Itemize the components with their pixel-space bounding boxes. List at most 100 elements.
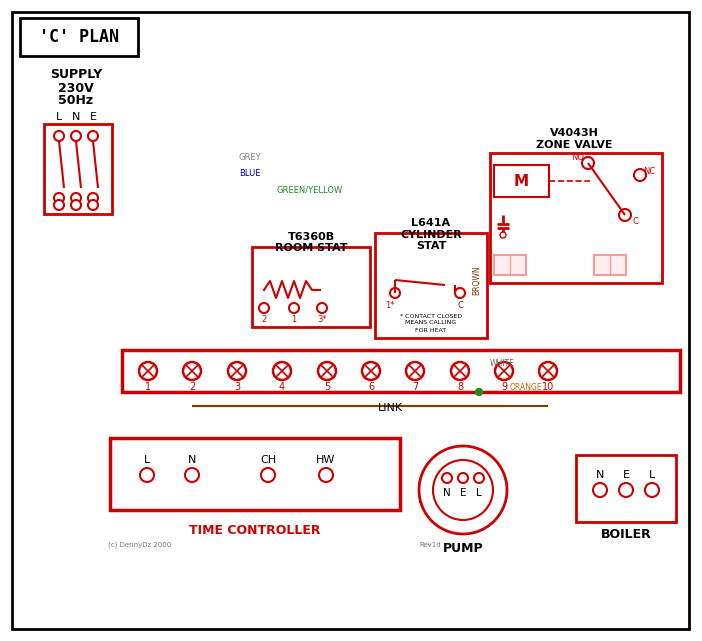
Circle shape <box>261 468 275 482</box>
Circle shape <box>140 468 154 482</box>
Circle shape <box>362 362 380 380</box>
Circle shape <box>406 362 424 380</box>
Circle shape <box>619 209 631 221</box>
Text: N: N <box>188 455 196 465</box>
Circle shape <box>593 483 607 497</box>
Circle shape <box>451 362 469 380</box>
Circle shape <box>54 193 64 203</box>
Bar <box>594 255 626 275</box>
Bar <box>375 233 487 338</box>
Text: GREY: GREY <box>239 153 261 163</box>
Text: NC: NC <box>643 167 655 176</box>
Bar <box>420 482 436 502</box>
Text: 1*: 1* <box>385 301 395 310</box>
Text: E: E <box>623 470 630 480</box>
Circle shape <box>582 157 594 169</box>
Bar <box>20 18 138 56</box>
Text: CYLINDER: CYLINDER <box>400 230 462 240</box>
Text: 2: 2 <box>261 315 267 324</box>
Circle shape <box>273 362 291 380</box>
Circle shape <box>475 388 482 395</box>
Text: 1: 1 <box>145 382 151 392</box>
Text: L: L <box>649 470 655 480</box>
Text: CH: CH <box>260 455 276 465</box>
Circle shape <box>289 303 299 313</box>
Text: C: C <box>632 217 638 226</box>
Circle shape <box>458 473 468 483</box>
Circle shape <box>419 446 507 534</box>
Circle shape <box>500 232 506 238</box>
Text: BLUE: BLUE <box>239 169 260 178</box>
Text: ORANGE: ORANGE <box>510 383 543 392</box>
Circle shape <box>495 362 513 380</box>
Text: FOR HEAT: FOR HEAT <box>416 328 446 333</box>
Text: 7: 7 <box>412 382 418 392</box>
Text: 2: 2 <box>189 382 195 392</box>
Text: HW: HW <box>317 455 336 465</box>
Text: LINK: LINK <box>378 403 402 413</box>
Circle shape <box>71 200 81 210</box>
Circle shape <box>390 288 400 298</box>
Text: 9: 9 <box>501 382 507 392</box>
Circle shape <box>54 131 64 141</box>
Bar <box>576 455 676 522</box>
Text: STAT: STAT <box>416 241 446 251</box>
Text: V4043H: V4043H <box>550 128 598 138</box>
Text: N: N <box>72 112 80 122</box>
Text: * CONTACT CLOSED: * CONTACT CLOSED <box>400 313 462 319</box>
Text: T6360B: T6360B <box>287 232 335 242</box>
Circle shape <box>539 362 557 380</box>
Text: 1: 1 <box>291 315 297 324</box>
Text: PUMP: PUMP <box>443 542 483 554</box>
Text: Rev1d: Rev1d <box>419 542 441 548</box>
Circle shape <box>185 468 199 482</box>
Text: L: L <box>144 455 150 465</box>
Text: N: N <box>596 470 604 480</box>
Circle shape <box>319 468 333 482</box>
Text: M: M <box>513 174 529 188</box>
Text: 'C' PLAN: 'C' PLAN <box>39 28 119 46</box>
Circle shape <box>442 473 452 483</box>
Circle shape <box>88 131 98 141</box>
Text: 8: 8 <box>457 382 463 392</box>
Text: 10: 10 <box>542 382 554 392</box>
Text: 5: 5 <box>324 382 330 392</box>
Text: 6: 6 <box>368 382 374 392</box>
Bar <box>490 153 662 283</box>
Bar <box>494 255 526 275</box>
Circle shape <box>474 473 484 483</box>
Circle shape <box>228 362 246 380</box>
Text: BOILER: BOILER <box>601 528 651 542</box>
Circle shape <box>455 288 465 298</box>
Text: GREEN/YELLOW: GREEN/YELLOW <box>277 185 343 194</box>
Circle shape <box>259 303 269 313</box>
Circle shape <box>634 169 646 181</box>
Text: E: E <box>460 488 466 498</box>
Circle shape <box>619 483 633 497</box>
Circle shape <box>645 483 659 497</box>
Circle shape <box>71 193 81 203</box>
Text: N: N <box>443 488 451 498</box>
Text: WHITE: WHITE <box>490 359 515 368</box>
Text: (c) DennyDz 2000: (c) DennyDz 2000 <box>108 542 171 548</box>
Circle shape <box>71 131 81 141</box>
Bar <box>487 482 503 502</box>
Text: L641A: L641A <box>411 218 451 228</box>
Text: 3: 3 <box>234 382 240 392</box>
Text: L: L <box>476 488 482 498</box>
Circle shape <box>433 460 493 520</box>
Text: 50Hz: 50Hz <box>58 94 93 108</box>
Text: C: C <box>457 301 463 310</box>
Text: E: E <box>89 112 96 122</box>
Circle shape <box>183 362 201 380</box>
Text: NO: NO <box>571 153 585 162</box>
Circle shape <box>318 362 336 380</box>
Text: 230V: 230V <box>58 81 94 94</box>
Bar <box>494 165 549 197</box>
Text: ZONE VALVE: ZONE VALVE <box>536 140 612 150</box>
Text: ROOM STAT: ROOM STAT <box>274 243 347 253</box>
Circle shape <box>88 193 98 203</box>
Text: TIME CONTROLLER: TIME CONTROLLER <box>190 524 321 537</box>
Circle shape <box>317 303 327 313</box>
Bar <box>252 247 370 327</box>
